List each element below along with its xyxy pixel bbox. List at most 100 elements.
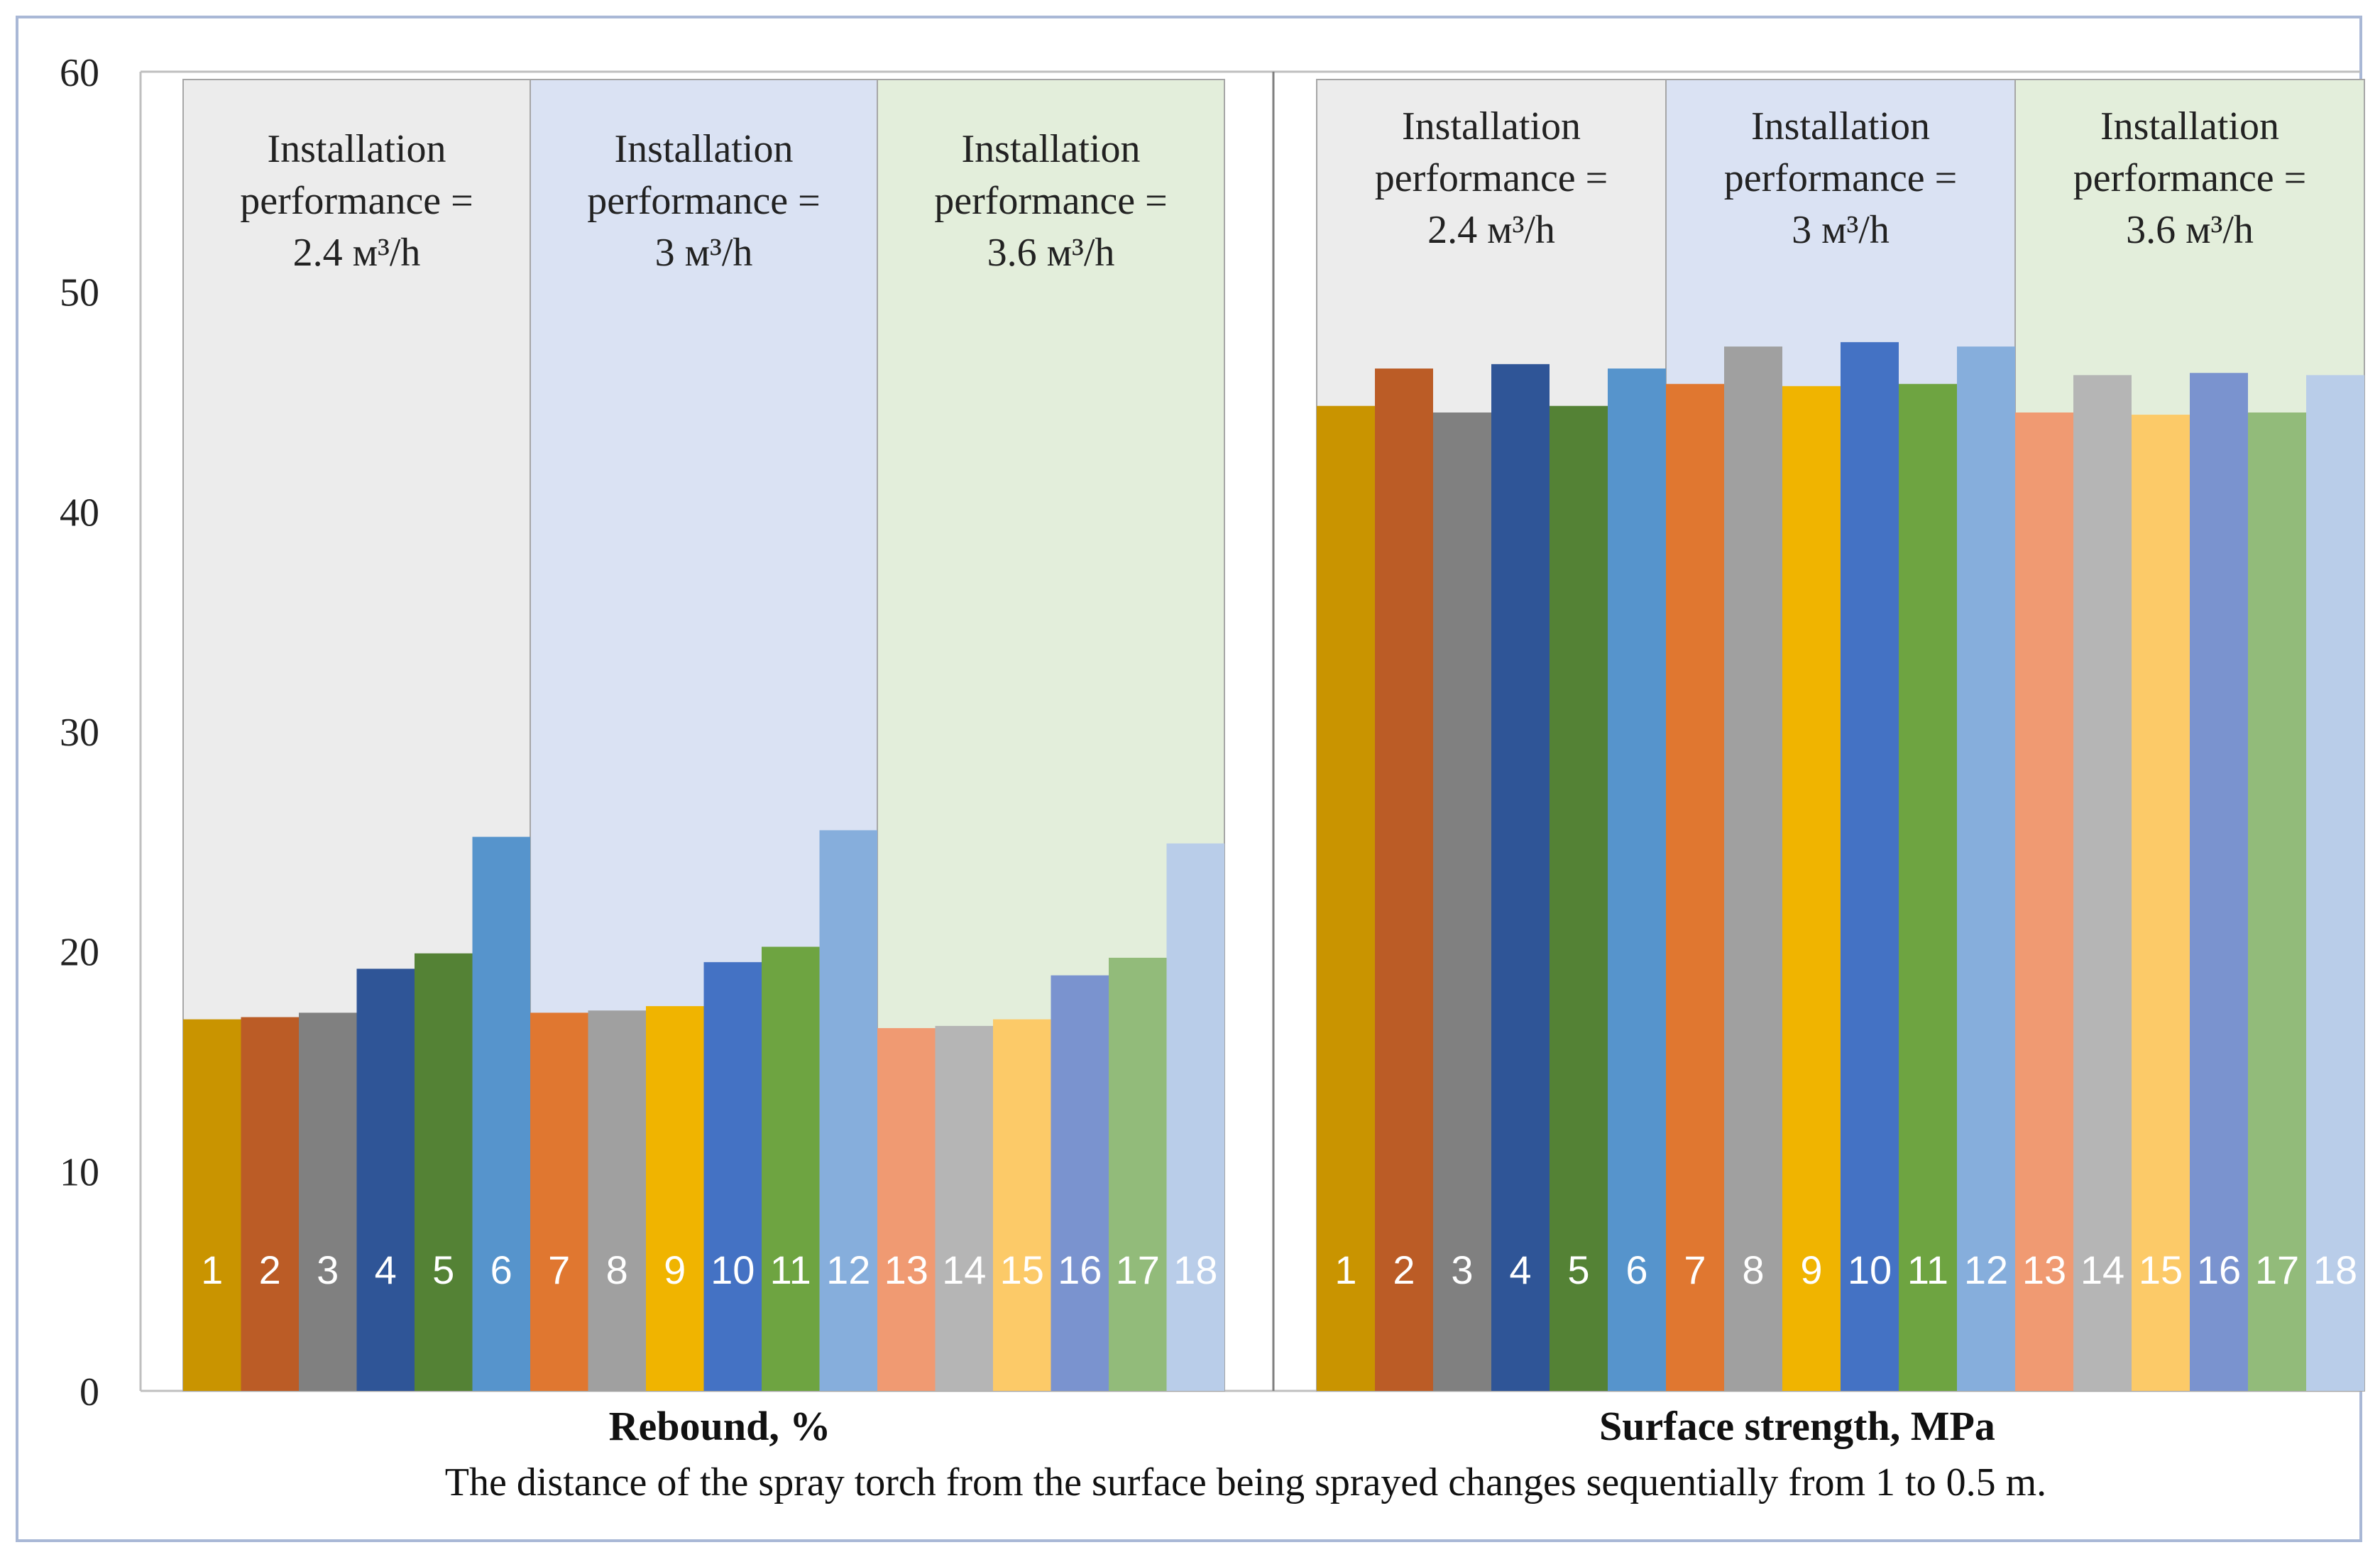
bar-label: 3 [1451,1247,1473,1292]
bar-label: 17 [1116,1247,1160,1292]
y-tick-label: 40 [60,491,99,535]
bar-rebound-18 [1166,843,1224,1391]
group-title: Surface strength, MPa [1599,1403,1995,1449]
band-label-line: Installation [1402,104,1581,148]
band-label-line: performance = [240,179,473,223]
bar-label: 3 [317,1247,339,1292]
bar-strength-3 [1433,412,1491,1391]
bar-label: 10 [1848,1247,1892,1292]
bar-rebound-2 [241,1017,299,1391]
y-tick-label: 30 [60,711,99,755]
bar-strength-12 [1957,346,2015,1391]
band-label-line: Installation [268,127,446,171]
bar-rebound-5 [415,953,473,1391]
bar-label: 2 [259,1247,281,1292]
y-tick-label: 50 [60,271,99,315]
bar-label: 4 [375,1247,397,1292]
bar-rebound-16 [1051,975,1109,1391]
bar-label: 18 [2313,1247,2357,1292]
band-label-line: performance = [1724,156,1958,200]
y-tick-label: 10 [60,1150,99,1194]
bar-label: 17 [2255,1247,2299,1292]
band-label-line: Installation [2100,104,2279,148]
bar-strength-15 [2132,415,2190,1391]
bar-label: 15 [1000,1247,1044,1292]
y-tick-label: 0 [79,1370,99,1414]
bar-label: 4 [1509,1247,1531,1292]
bar-label: 13 [884,1247,928,1292]
bar-label: 14 [2080,1247,2124,1292]
bar-strength-8 [1724,346,1782,1391]
band-label-line: 2.4 м³/h [1427,208,1555,252]
bar-label: 6 [1625,1247,1647,1292]
bar-rebound-10 [703,962,762,1391]
bar-label: 5 [432,1247,454,1292]
caption: The distance of the spray torch from the… [445,1460,2046,1504]
bar-strength-7 [1666,383,1724,1391]
band-label-line: performance = [1375,156,1608,200]
band-label-line: 3 м³/h [655,231,753,275]
y-tick-label: 20 [60,931,99,975]
bar-strength-10 [1841,342,1899,1391]
bar-rebound-9 [646,1006,704,1391]
bar-label: 8 [606,1247,628,1292]
bar-label: 16 [1058,1247,1102,1292]
bar-label: 18 [1173,1247,1217,1292]
bar-rebound-8 [588,1010,646,1391]
bar-rebound-12 [819,830,877,1391]
bar-label: 1 [201,1247,223,1292]
bar-strength-9 [1782,386,1841,1392]
bar-strength-11 [1899,383,1957,1391]
band-label-line: performance = [587,179,821,223]
band-label-line: Installation [1751,104,1930,148]
bar-strength-18 [2306,375,2364,1391]
bar-label: 6 [490,1247,512,1292]
band-label-line: 3.6 м³/h [987,231,1115,275]
bar-strength-14 [2073,375,2132,1391]
bar-label: 12 [826,1247,870,1292]
bar-label: 15 [2139,1247,2183,1292]
bar-strength-13 [2015,412,2073,1391]
group-title: Rebound, % [609,1403,831,1449]
band-label-line: 2.4 м³/h [293,231,421,275]
bar-label: 8 [1742,1247,1764,1292]
bar-rebound-17 [1109,957,1167,1391]
bar-strength-1 [1317,405,1375,1391]
bar-label: 9 [1800,1247,1822,1292]
bar-label: 14 [942,1247,986,1292]
y-tick-label: 60 [60,51,99,95]
band-label-line: 3 м³/h [1792,208,1890,252]
bar-label: 11 [770,1247,811,1292]
bar-rebound-6 [472,836,530,1391]
band-label-line: Installation [962,127,1141,171]
bar-rebound-3 [299,1012,357,1391]
bar-label: 13 [2022,1247,2066,1292]
bar-rebound-1 [183,1019,241,1391]
bar-strength-5 [1550,405,1608,1391]
bar-label: 5 [1567,1247,1589,1292]
bar-strength-16 [2190,373,2248,1391]
bar-rebound-4 [356,968,415,1391]
band-label-line: 3.6 м³/h [2126,208,2254,252]
bar-label: 2 [1393,1247,1415,1292]
bar-label: 1 [1334,1247,1356,1292]
bar-label: 7 [1684,1247,1706,1292]
bar-label: 10 [711,1247,755,1292]
bar-rebound-14 [935,1025,993,1391]
bar-rebound-15 [993,1019,1051,1391]
bar-strength-2 [1375,368,1433,1391]
bar-label: 11 [1907,1247,1948,1292]
bar-label: 12 [1964,1247,2008,1292]
band-label-line: Installation [615,127,794,171]
bar-strength-4 [1491,364,1550,1391]
bar-label: 9 [664,1247,686,1292]
band-label-line: performance = [934,179,1168,223]
bar-strength-6 [1608,368,1666,1391]
bar-strength-17 [2248,412,2306,1391]
band-label-line: performance = [2073,156,2307,200]
bar-rebound-11 [762,946,820,1391]
bar-rebound-7 [530,1012,588,1391]
bar-label: 16 [2197,1247,2241,1292]
bar-rebound-13 [877,1028,936,1391]
